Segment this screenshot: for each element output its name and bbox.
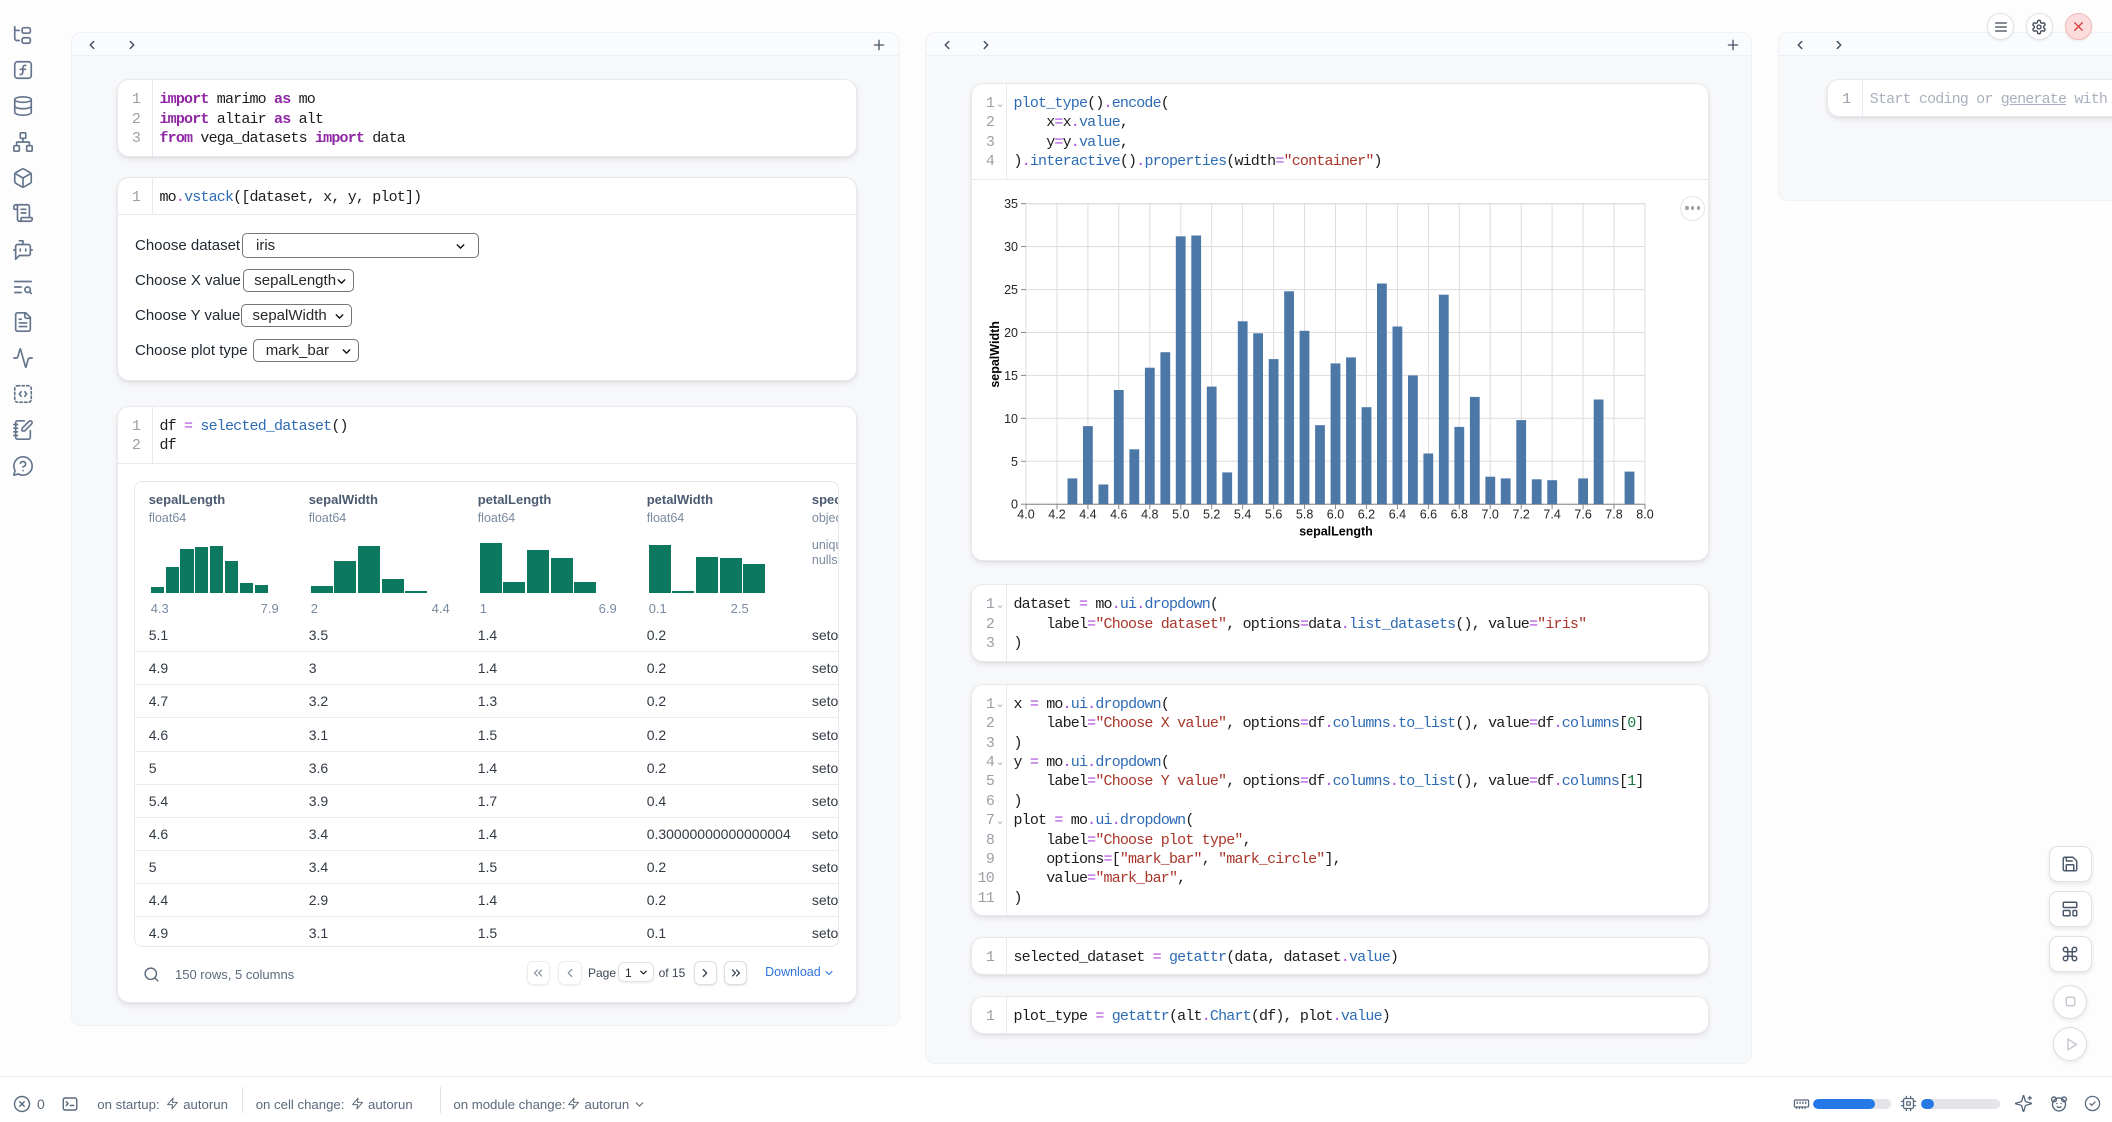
svg-text:7.0: 7.0 — [1482, 507, 1499, 521]
svg-text:6.8: 6.8 — [1451, 507, 1468, 521]
svg-text:4.2: 4.2 — [1048, 507, 1065, 521]
svg-text:5.8: 5.8 — [1296, 507, 1313, 521]
svg-text:sepalLength: sepalLength — [1299, 524, 1373, 538]
svg-text:0: 0 — [1011, 497, 1018, 511]
svg-text:5: 5 — [1011, 454, 1018, 468]
svg-text:20: 20 — [1004, 326, 1018, 340]
svg-text:7.4: 7.4 — [1543, 507, 1560, 521]
svg-text:7.6: 7.6 — [1574, 507, 1591, 521]
svg-text:6.0: 6.0 — [1327, 507, 1344, 521]
svg-text:4.6: 4.6 — [1110, 507, 1127, 521]
svg-text:6.4: 6.4 — [1389, 507, 1406, 521]
svg-text:7.8: 7.8 — [1605, 507, 1622, 521]
svg-text:5.6: 5.6 — [1265, 507, 1282, 521]
svg-text:35: 35 — [1004, 197, 1018, 211]
svg-text:30: 30 — [1004, 240, 1018, 254]
svg-text:10: 10 — [1004, 411, 1018, 425]
svg-text:25: 25 — [1004, 283, 1018, 297]
svg-text:5.2: 5.2 — [1203, 507, 1220, 521]
svg-text:4.0: 4.0 — [1017, 507, 1034, 521]
svg-text:4.4: 4.4 — [1079, 507, 1096, 521]
svg-text:6.6: 6.6 — [1420, 507, 1437, 521]
svg-text:5.0: 5.0 — [1172, 507, 1189, 521]
svg-text:8.0: 8.0 — [1636, 507, 1653, 521]
svg-text:7.2: 7.2 — [1513, 507, 1530, 521]
svg-text:15: 15 — [1004, 369, 1018, 383]
svg-text:5.4: 5.4 — [1234, 507, 1251, 521]
svg-text:6.2: 6.2 — [1358, 507, 1375, 521]
svg-text:sepalWidth: sepalWidth — [988, 321, 1002, 388]
svg-text:4.8: 4.8 — [1141, 507, 1158, 521]
